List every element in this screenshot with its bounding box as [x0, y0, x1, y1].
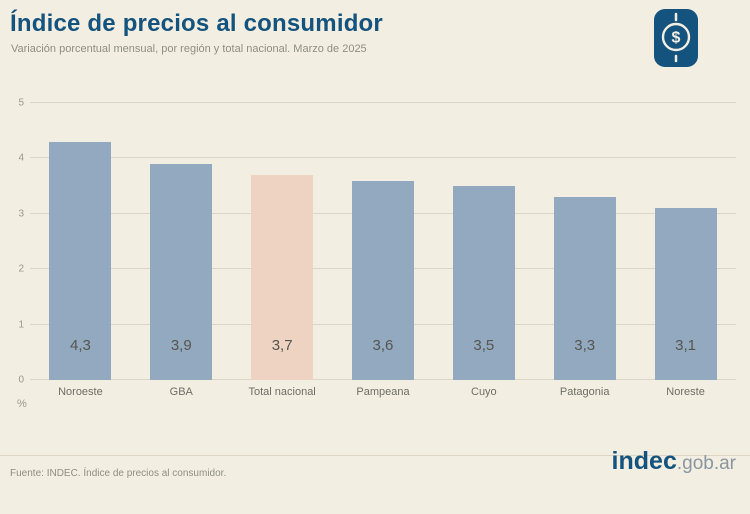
y-axis-unit-label: %: [17, 398, 27, 410]
y-tick-label-0: 0: [18, 374, 24, 386]
bar-value-label: 3,6: [372, 337, 394, 354]
y-tick-label-3: 3: [18, 208, 24, 220]
bar-pampeana: 3,6: [351, 180, 414, 380]
y-tick-label-4: 4: [18, 152, 24, 164]
indec-logo: indec.gob.ar: [612, 447, 736, 476]
y-tick-label-1: 1: [18, 319, 24, 331]
category-label: Noroeste: [30, 386, 131, 398]
category-label: Patagonia: [534, 386, 635, 398]
category-label-text: Cuyo: [471, 386, 497, 398]
bar-cuyo: 3,5: [452, 186, 515, 380]
category-label: Pampeana: [333, 386, 434, 398]
bar-value-label: 3,7: [271, 337, 293, 354]
y-tick-label-2: 2: [18, 263, 24, 275]
bar-patagonia: 3,3: [553, 197, 616, 380]
footer-divider: [0, 455, 750, 456]
bar-column: 3,1: [635, 103, 736, 380]
bar-value-label: 4,3: [69, 337, 91, 354]
category-label-text: Noreste: [666, 386, 705, 398]
bar-value-label: 3,9: [170, 337, 192, 354]
y-tick-label-5: 5: [18, 97, 24, 109]
page-subtitle: Variación porcentual mensual, por región…: [11, 43, 367, 55]
bar-column: 3,6: [333, 103, 434, 380]
y-axis: 0 1 2 3 4 5: [0, 98, 26, 386]
category-label: Cuyo: [433, 386, 534, 398]
bar-value-label: 3,3: [574, 337, 596, 354]
dollar-glyph: $: [672, 30, 681, 47]
bar-column: 3,3: [534, 103, 635, 380]
bar-value-label: 3,1: [675, 337, 696, 354]
bar-gba: 3,9: [150, 163, 213, 380]
bar-column: 3,7: [232, 103, 333, 380]
bar-column: 4,3: [30, 103, 131, 380]
gridline-5: [30, 102, 736, 103]
indec-logo-primary: indec: [611, 447, 677, 475]
bar-total-nacional: 3,7: [251, 175, 314, 380]
bar-chart-plot-area: 4,3 3,9 3,7 3,6 3,5 3,3 3,1: [30, 102, 736, 380]
gridline-4: [30, 157, 736, 159]
category-label: Noreste: [635, 386, 736, 398]
category-label-text: GBA: [169, 386, 193, 398]
category-label-text: Pampeana: [356, 386, 410, 398]
source-note: Fuente: INDEC. Índice de precios al cons…: [10, 468, 227, 479]
category-label-text: Total nacional: [248, 386, 316, 398]
bar-value-label: 3,5: [473, 337, 495, 354]
bar-column: 3,5: [433, 103, 534, 380]
price-tag-icon: $: [652, 4, 700, 77]
category-label: Total nacional: [232, 386, 333, 398]
category-label-text: Patagonia: [559, 386, 610, 398]
bar-noroeste: 4,3: [49, 141, 112, 380]
category-label: GBA: [131, 386, 232, 398]
category-label-text: Noroeste: [58, 386, 103, 398]
indec-logo-suffix: .gob.ar: [676, 453, 736, 474]
bar-column: 3,9: [131, 103, 232, 380]
page-title: Índice de precios al consumidor: [10, 10, 383, 37]
bar-noreste: 3,1: [654, 208, 717, 380]
x-axis-category-labels: Noroeste GBA Total nacional Pampeana Cuyo Pat…: [30, 386, 736, 416]
